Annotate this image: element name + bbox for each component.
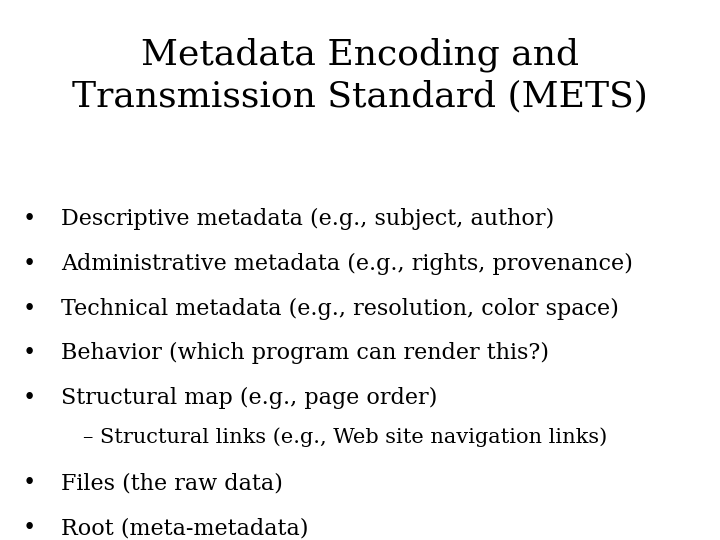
- Text: Files (the raw data): Files (the raw data): [61, 472, 283, 494]
- Text: Technical metadata (e.g., resolution, color space): Technical metadata (e.g., resolution, co…: [61, 298, 619, 320]
- Text: Metadata Encoding and
Transmission Standard (METS): Metadata Encoding and Transmission Stand…: [72, 38, 648, 113]
- Text: Descriptive metadata (e.g., subject, author): Descriptive metadata (e.g., subject, aut…: [61, 208, 554, 230]
- Text: •: •: [22, 298, 35, 320]
- Text: •: •: [22, 253, 35, 275]
- Text: •: •: [22, 517, 35, 539]
- Text: Structural map (e.g., page order): Structural map (e.g., page order): [61, 387, 438, 409]
- Text: Administrative metadata (e.g., rights, provenance): Administrative metadata (e.g., rights, p…: [61, 253, 633, 275]
- Text: •: •: [22, 387, 35, 409]
- Text: Behavior (which program can render this?): Behavior (which program can render this?…: [61, 342, 549, 365]
- Text: – Structural links (e.g., Web site navigation links): – Structural links (e.g., Web site navig…: [83, 428, 607, 447]
- Text: Root (meta-metadata): Root (meta-metadata): [61, 517, 309, 539]
- Text: •: •: [22, 472, 35, 494]
- Text: •: •: [22, 342, 35, 365]
- Text: •: •: [22, 208, 35, 230]
